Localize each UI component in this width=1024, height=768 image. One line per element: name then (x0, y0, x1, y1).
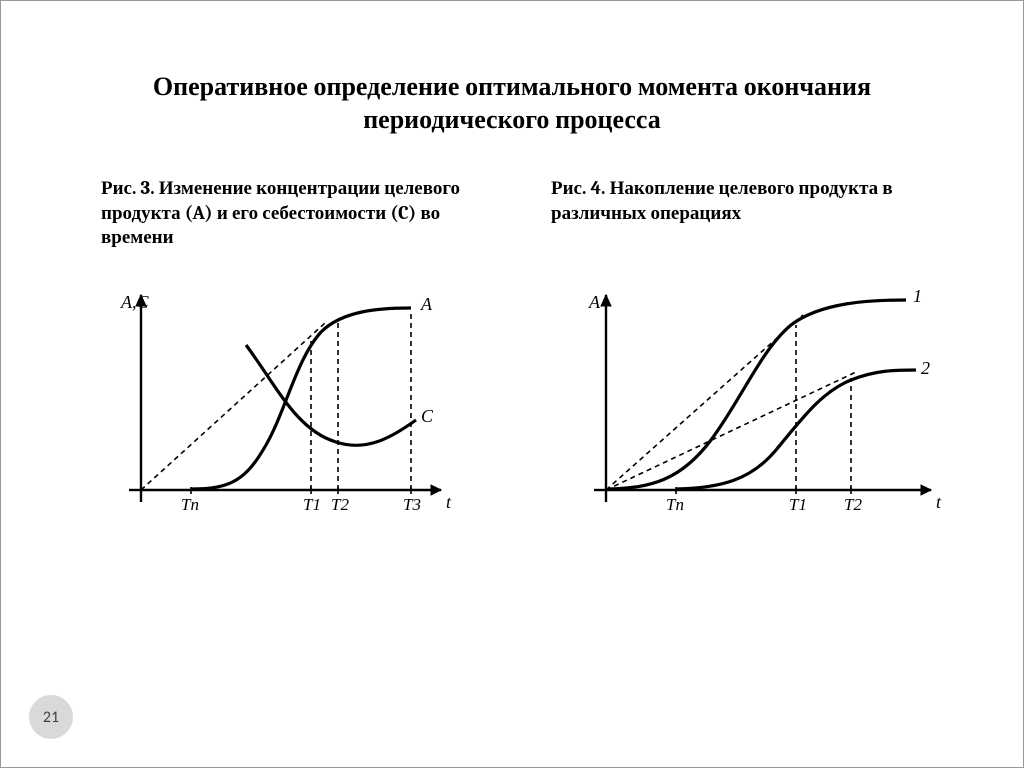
figure4-caption: Рис. 4. Накопление целевого продукта в р… (541, 176, 961, 250)
tick-t2: T2 (844, 495, 862, 514)
tick-t1: T1 (789, 495, 807, 514)
curve-1-label: 1 (913, 286, 922, 306)
page-number-badge: 21 (29, 695, 73, 739)
tick-t2: T2 (331, 495, 349, 514)
page-number: 21 (43, 708, 59, 727)
figure3-caption: Рис. 3. Изменение концентрации целевого … (101, 176, 541, 250)
tick-t1: T1 (303, 495, 321, 514)
slide-title: Оперативное определение оптимального мом… (1, 1, 1023, 136)
captions-row: Рис. 3. Изменение концентрации целевого … (1, 136, 1023, 260)
curve-2-label: 2 (921, 358, 930, 378)
figure4-chart: A t 1 2 Tп T1 T2 (551, 270, 971, 544)
tick-tp: Tп (666, 495, 684, 514)
tick-tp: Tп (181, 495, 199, 514)
y-axis-label: A,C (120, 292, 149, 312)
x-axis-label: t (446, 492, 452, 512)
curve-c-label: C (421, 406, 434, 426)
tick-t3: T3 (403, 495, 421, 514)
x-axis-label: t (936, 492, 942, 512)
y-axis-label: A (588, 292, 601, 312)
figure3-chart: A,C t A C Tп T1 T2 T3 (81, 270, 481, 544)
curve-a-label: A (420, 294, 433, 314)
charts-row: A,C t A C Tп T1 T2 T3 (1, 260, 1023, 544)
